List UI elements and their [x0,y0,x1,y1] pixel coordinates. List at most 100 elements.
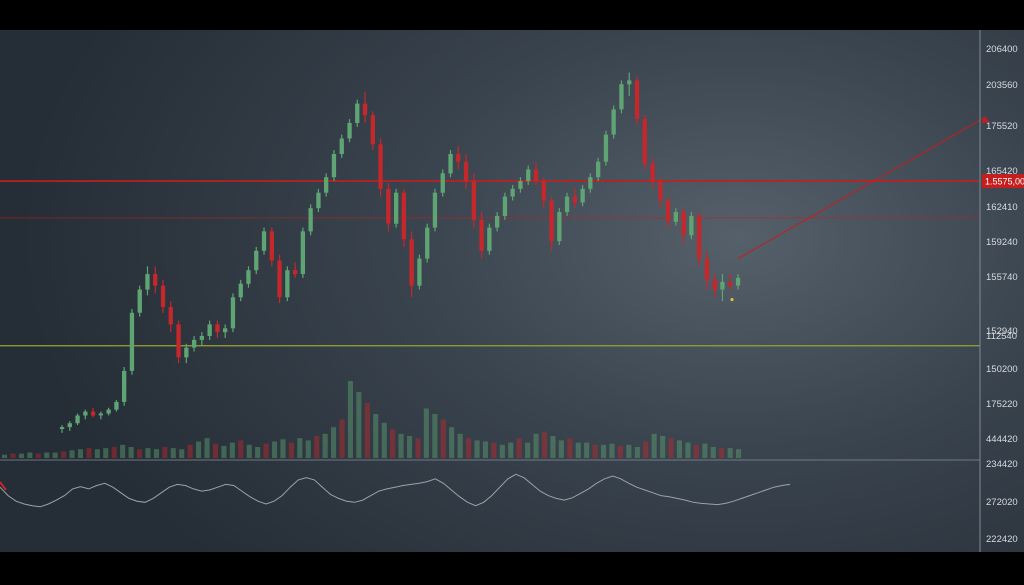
candle-body [199,336,204,340]
volume-bar [61,451,67,458]
price-axis-label: 150200 [986,364,1018,375]
volume-bar [364,403,370,458]
volume-bar [423,408,429,458]
volume-bar [69,450,75,458]
volume-bar [373,414,379,458]
candle-body [261,231,267,251]
volume-bar [305,440,311,458]
candle-body [207,324,212,336]
candle-body [697,215,702,259]
candle-body [401,192,406,240]
volume-bar [499,444,505,458]
candle-body [168,307,173,325]
candle-body [728,281,733,286]
candle-body [689,215,694,236]
top-letterbox [0,0,1024,30]
volume-bar [10,453,16,458]
volume-bar [736,449,742,458]
volume-bar [52,452,58,458]
volume-bar [35,453,41,458]
candle-body [518,181,523,189]
trend-arrow-head [982,116,990,123]
candle-body [596,161,601,178]
volume-bar [660,436,666,458]
volume-bar [221,445,227,458]
volume-bar [390,429,396,458]
candle-body [300,231,305,274]
volume-bar [407,436,413,458]
volume-bar [145,448,151,458]
candle-body [642,119,647,164]
price-axis-label: 162410 [986,202,1018,213]
volume-bar [77,449,83,458]
volume-bar [710,447,716,458]
volume-bar [542,431,548,458]
volume-bar [457,433,463,458]
volume-bar [272,441,278,458]
candle-body [394,192,399,224]
volume-bar [609,443,615,458]
current-price-tag [982,174,1024,189]
volume-bar [44,452,50,458]
candle-body [192,339,197,348]
candle-body [269,231,274,261]
volume-bar [339,419,345,458]
candle-body [619,84,624,110]
candle-body [673,212,678,222]
volume-bar [643,441,649,458]
volume-bar [204,438,210,458]
candle-body [331,154,337,178]
volume-bar [440,419,446,458]
candle-body [471,181,476,220]
price-marker-dot [730,297,734,302]
candle-body [277,260,282,298]
candle-body [611,109,616,135]
candle-body [362,103,368,116]
volume-bar [550,436,556,458]
volume-bar [18,453,24,458]
horizontal-levels [0,180,980,461]
price-axis-label: 112540 [986,331,1017,342]
candle-body [658,181,663,201]
volume-bar [567,438,573,458]
trading-chart-panel[interactable]: 206400 203560 175520 165420 162410 159240 1557… [0,30,1024,552]
volume-bar [558,440,564,458]
candle-body [90,411,96,416]
volume-bar [120,444,126,458]
current-price-label: 1.5575,00 [985,177,1024,187]
volume-bar [331,427,337,458]
price-axis-label: 175220 [986,399,1018,410]
volume-bar [474,440,480,458]
volume-bar [179,449,185,458]
oscillator-axis-label: 234420 [986,459,1018,470]
volume-bar [128,447,134,458]
volume-bar [617,445,623,458]
volume-bar [634,447,640,458]
candle-body [67,423,72,428]
volume-bar [255,447,261,458]
oscillator-pane [0,473,791,508]
volume-bar [415,438,421,458]
volume-bar [86,448,92,458]
candle-body [254,250,259,271]
volume-bar [246,444,252,458]
candle-body [634,80,640,120]
candle-body [137,289,142,313]
candle-body [215,324,220,333]
volume-bar [466,438,472,458]
price-axis-label: 165420 [986,166,1018,177]
candle-body [106,409,111,414]
oscillator-axis-label: 272020 [986,497,1018,508]
candle-body [440,173,445,193]
candle-body [487,227,492,251]
candle-body [316,192,321,209]
volume-bar [356,392,362,458]
candle-body [526,169,531,182]
volume-bar [162,447,168,458]
candle-body [370,115,375,145]
candle-body [448,154,453,174]
volume-bar [322,433,328,458]
candle-body [145,274,150,290]
price-axis-label: 203560 [986,80,1018,91]
candlestick-chart[interactable]: 206400 203560 175520 165420 162410 159240 1557… [0,30,1024,552]
